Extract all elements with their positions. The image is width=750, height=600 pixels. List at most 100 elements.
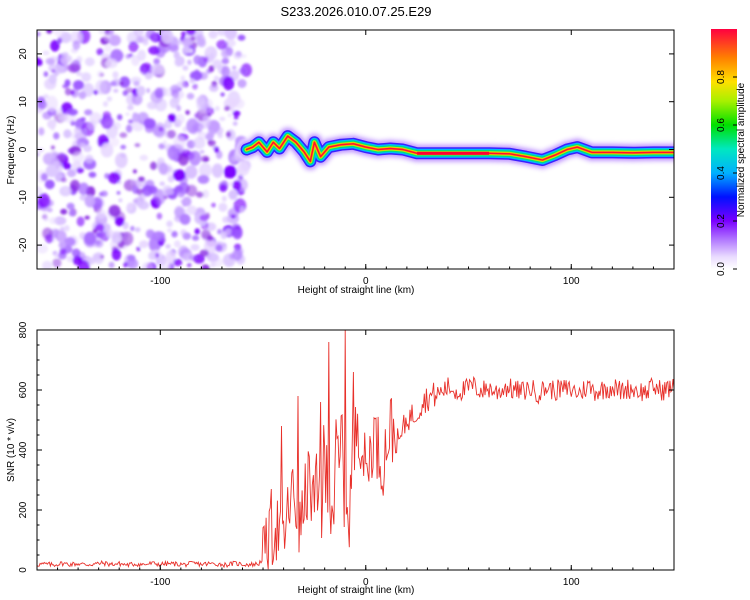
noise-blob <box>233 115 239 120</box>
noise-blob <box>127 104 134 111</box>
noise-blob <box>84 215 90 220</box>
noise-blob <box>54 216 67 226</box>
noise-blob <box>76 71 83 77</box>
noise-blob <box>237 79 247 88</box>
noise-blob <box>220 231 227 240</box>
noise-blob <box>202 115 208 121</box>
noise-blob <box>70 90 75 95</box>
noise-blob <box>43 71 49 77</box>
noise-blob <box>126 202 134 212</box>
noise-blob <box>182 196 192 207</box>
noise-blob <box>159 181 165 186</box>
noise-blob <box>136 85 146 97</box>
y-tick-label: 0 <box>18 567 29 573</box>
noise-blob <box>116 191 121 195</box>
noise-blob <box>64 225 70 232</box>
noise-blob <box>186 118 200 134</box>
noise-blob <box>98 192 104 197</box>
noise-blob <box>108 261 115 269</box>
noise-blob <box>72 40 81 50</box>
noise-blob <box>118 198 123 203</box>
noise-blob <box>181 31 187 38</box>
noise-blob <box>95 79 107 95</box>
noise-blob <box>178 40 183 45</box>
noise-blob <box>64 237 76 247</box>
noise-blob <box>221 195 227 202</box>
noise-blob <box>186 30 196 36</box>
noise-blob <box>174 205 185 219</box>
noise-blob <box>190 36 196 42</box>
noise-blob <box>88 120 97 130</box>
noise-blob <box>233 51 243 60</box>
noise-blob <box>182 45 191 54</box>
noise-blob <box>83 231 97 246</box>
snr-ylabel: SNR (10 * v/v) <box>6 418 17 482</box>
noise-blob <box>140 64 150 74</box>
noise-blob <box>119 132 128 138</box>
noise-blob <box>132 169 137 174</box>
noise-blob <box>136 188 144 195</box>
noise-blob <box>126 258 139 269</box>
noise-blob <box>221 58 230 65</box>
noise-blob <box>37 31 41 37</box>
noise-blob <box>67 63 81 73</box>
noise-blob <box>221 50 228 58</box>
noise-blob <box>47 119 57 129</box>
noise-blob <box>232 98 245 109</box>
noise-blob <box>103 32 112 42</box>
noise-blob <box>40 173 48 181</box>
noise-blob <box>52 258 62 268</box>
noise-blob <box>215 105 220 112</box>
noise-blob <box>166 220 173 228</box>
noise-blob <box>74 131 87 141</box>
noise-blob <box>94 224 105 232</box>
noise-blob <box>120 144 127 150</box>
noise-blob <box>209 84 219 92</box>
noise-blob <box>186 184 198 197</box>
noise-blob <box>131 93 143 106</box>
noise-blob <box>208 65 215 73</box>
noise-blob <box>92 228 98 233</box>
noise-blob <box>120 231 134 246</box>
colorbar-gradient <box>711 29 737 269</box>
noise-blob <box>175 113 185 125</box>
noise-blob <box>57 230 67 243</box>
noise-blob <box>187 59 192 65</box>
noise-blob <box>215 150 223 159</box>
noise-blob <box>232 110 241 117</box>
noise-blob <box>66 169 77 178</box>
noise-blob <box>130 225 135 232</box>
noise-blob <box>189 150 201 166</box>
noise-blob <box>58 241 67 249</box>
noise-blob <box>37 243 49 254</box>
noise-blob <box>165 244 171 249</box>
noise-blob <box>207 139 216 147</box>
noise-blob <box>132 198 139 204</box>
noise-blob <box>230 228 241 237</box>
noise-blob <box>45 57 55 65</box>
noise-blob <box>100 142 114 158</box>
noise-blob <box>237 174 244 181</box>
noise-blob <box>158 162 169 175</box>
noise-blob <box>148 46 161 55</box>
noise-blob <box>141 262 154 269</box>
noise-blob <box>205 107 215 115</box>
noise-blob <box>95 231 104 238</box>
noise-blob <box>43 215 49 222</box>
noise-blob <box>133 80 140 87</box>
noise-blob <box>96 208 107 219</box>
noise-blob <box>222 76 235 91</box>
noise-blob <box>110 81 117 87</box>
noise-blob <box>167 145 181 161</box>
noise-blob <box>98 30 106 35</box>
noise-blob <box>162 140 167 146</box>
noise-blob <box>50 150 58 159</box>
noise-blob <box>38 127 45 136</box>
noise-blob <box>41 260 53 269</box>
noise-blob <box>45 164 58 178</box>
noise-blob <box>113 88 119 93</box>
noise-blob <box>232 248 243 261</box>
noise-blob <box>142 184 154 197</box>
noise-blob <box>92 253 102 261</box>
